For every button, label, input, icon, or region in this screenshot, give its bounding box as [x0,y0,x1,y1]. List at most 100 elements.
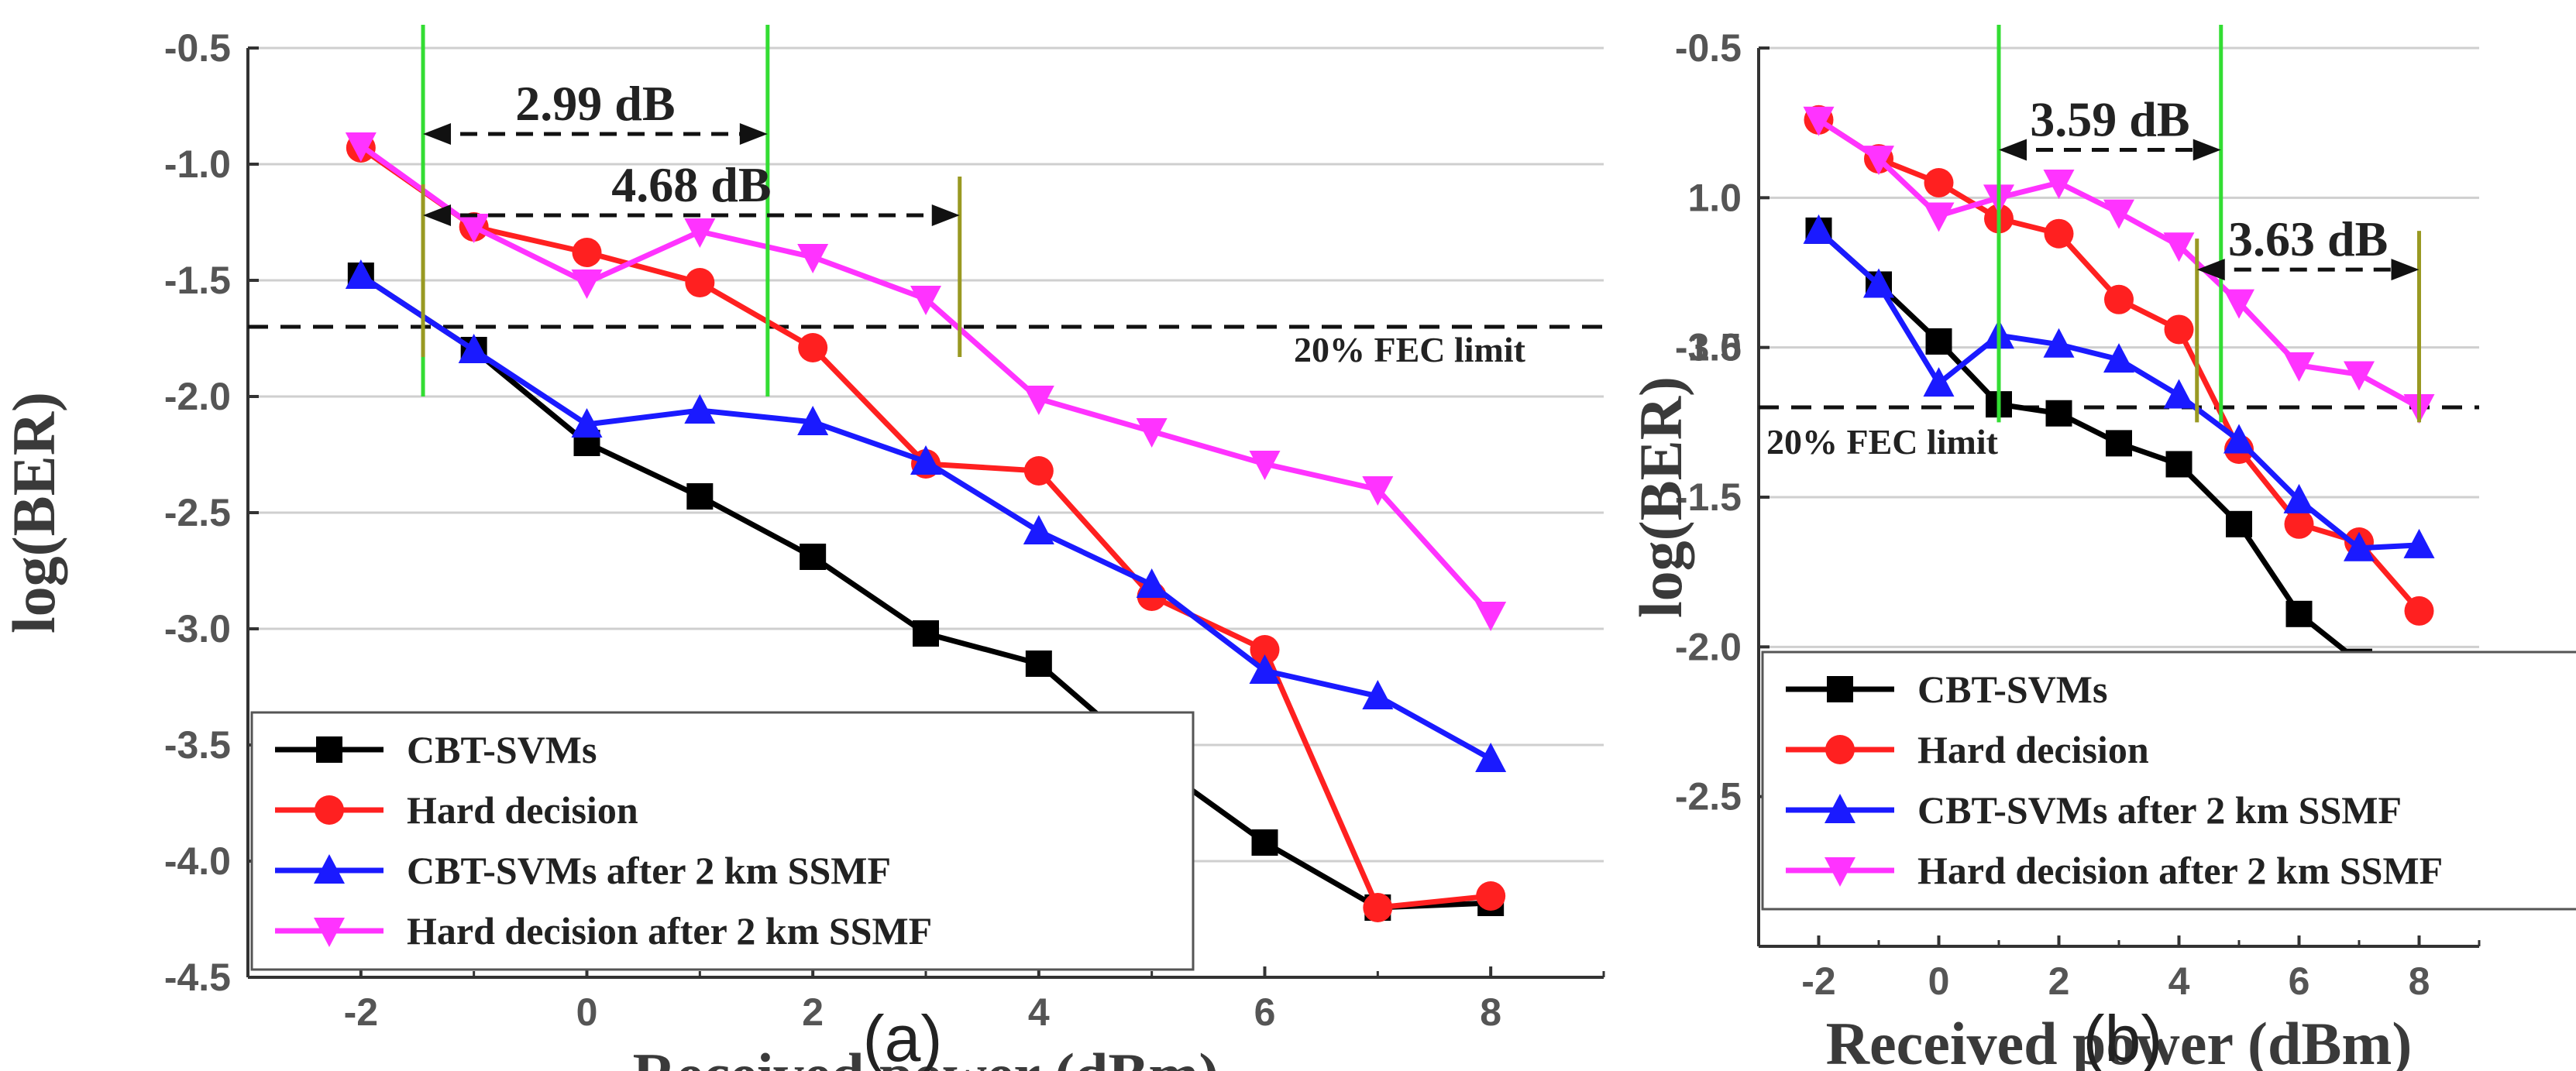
legend-entry: CBT-SVMs after 2 km SSMF [407,849,891,892]
data-point [1363,893,1393,922]
x-tick-label: -2 [344,990,378,1034]
legend-box [250,711,1195,971]
annotation-arrowhead [1999,139,2027,161]
annotation-arrowhead [423,123,452,145]
y-tick-label: -4.5 [164,956,231,999]
legend-marker [1825,857,1855,887]
data-point [2284,509,2314,539]
data-point [2103,343,2134,373]
y-tick-label: -3.0 [164,607,231,650]
y-tick-label: -1.5 [1675,475,1742,519]
legend-marker [314,854,345,884]
data-point [684,218,716,248]
data-point [2283,352,2315,382]
x-tick-label: 8 [2409,959,2430,1003]
data-point [2344,361,2375,391]
legend-entry: Hard decision after 2 km SSMF [407,909,932,953]
legend-entry: Hard decision [407,788,638,832]
y-axis-title: log(BER) [0,392,67,633]
data-point [1924,168,1954,197]
y-tick-label: -4.0 [164,839,231,883]
y-tick-label: -0.5 [164,26,231,70]
data-point [800,544,827,570]
y-tick-label: -2.0 [164,375,231,418]
data-point [2164,314,2194,345]
data-point [1362,476,1394,506]
data-point [1250,635,1280,664]
data-point [798,333,828,362]
legend-entry: Hard decision [1917,728,2149,771]
legend: CBT-SVMs Hard decision CBT-SVMs after 2 km… [1761,650,2576,911]
fec-limit-label: 20% FEC limit [1294,330,1526,369]
legend-marker [1827,676,1853,702]
y-tick-label: -1.5 [164,259,231,302]
y-tick-label: -2.0 [1675,625,1742,668]
data-point [684,394,716,424]
legend-entry: CBT-SVMs after 2 km SSMF [1917,788,2402,832]
annotation-arrowhead [2391,259,2420,281]
data-point [571,408,603,438]
data-point [2283,483,2315,513]
data-point [1923,202,1955,232]
x-tick-label: -2 [1801,959,1835,1003]
data-point [2344,531,2375,561]
data-point [2043,328,2075,358]
x-tick-label: 6 [2289,959,2310,1003]
data-point [1251,829,1278,856]
y-tick-label: -2.5 [1675,775,1742,819]
y-tick-label: 1.5 [1687,326,1742,369]
data-point [2226,510,2252,537]
data-point [1023,515,1054,544]
legend-marker [314,918,345,947]
legend-marker [315,795,344,825]
data-point [2163,232,2195,263]
data-point [1249,451,1281,480]
legend-marker [316,736,342,763]
series-line-2 [1817,228,2420,551]
data-point [1023,456,1054,486]
x-tick-label: 4 [2168,959,2190,1003]
data-point [910,286,941,315]
data-point [685,268,715,297]
data-point [1136,568,1168,598]
legend-entry: Hard decision after 2 km SSMF [1917,849,2443,892]
panel-label: (a) [863,1002,943,1071]
annotation-arrowhead [739,123,768,145]
annotation-label: 3.63 dB [2228,211,2388,266]
y-tick-label: -0.5 [1675,26,1742,70]
x-axis-title: Received power (dBm) [1826,1010,2413,1071]
data-point [2403,528,2435,558]
data-point [458,214,490,243]
x-tick-label: 4 [1028,990,1050,1034]
data-point [571,269,603,299]
annotation-arrowhead [931,204,960,226]
data-point [2163,379,2195,409]
data-point [1925,328,1952,355]
data-point [2404,596,2434,626]
data-point [913,620,939,647]
data-point [2044,218,2074,249]
y-tick-label: 1.0 [1687,176,1742,219]
x-tick-label: 8 [1480,990,1501,1034]
data-point [1803,106,1835,136]
data-point [1136,418,1168,448]
data-point [797,406,829,435]
x-axis-title: Received power (dBm) [633,1041,1219,1071]
y-tick-label: -3.5 [164,723,231,767]
data-point [1803,214,1835,244]
y-tick-label: -1.0 [164,142,231,186]
panel-label: (b) [2083,1002,2163,1071]
data-point [1475,602,1507,631]
legend-box [1761,650,2576,911]
annotation-label: 4.68 dB [611,157,771,212]
annotation-label: 2.99 dB [515,76,675,131]
chart-panel-b: -0.5 1.0 1.5 -1.5 -2.0 -2.5 -3.0 -2 0 2 4 6 8 Receive… [1627,25,2576,1071]
data-point [1863,146,1894,176]
data-point [1476,881,1506,911]
annotation-arrowhead [2196,259,2225,281]
data-point [1025,650,1052,677]
data-point [2223,289,2254,319]
data-point [910,445,941,475]
annotation-arrowhead [423,204,452,226]
